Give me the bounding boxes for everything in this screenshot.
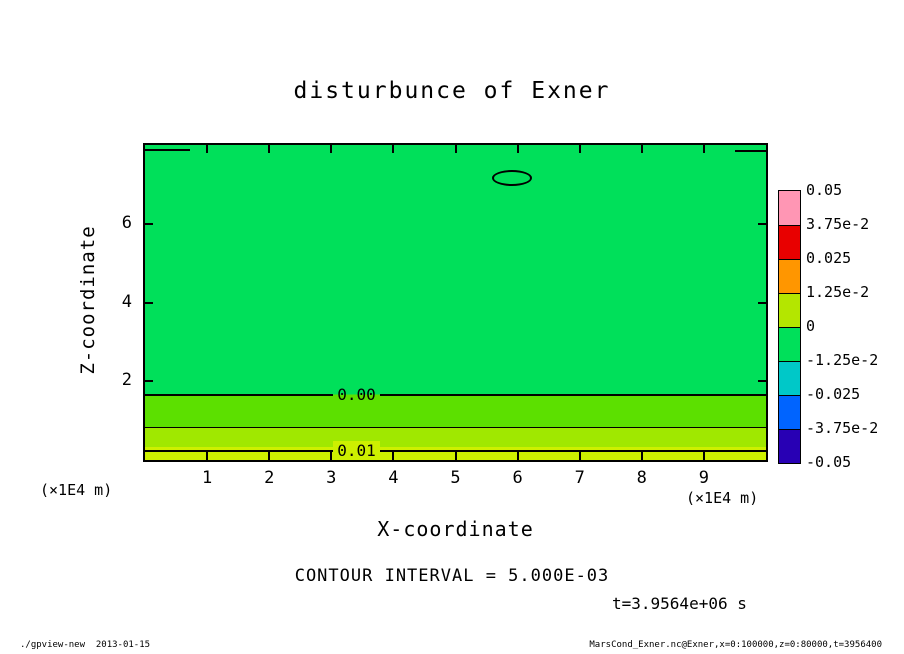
x-tick-label: 7 (574, 468, 585, 488)
x-tick-mark (206, 452, 209, 460)
x-axis-title: X-coordinate (377, 517, 534, 541)
x-tick-label: 3 (326, 468, 337, 488)
plot-field: 0.00 0.01 (145, 145, 766, 460)
contour-line (145, 427, 766, 429)
y-tick-mark (145, 222, 153, 225)
contour-line (145, 450, 766, 453)
contour-line (145, 394, 766, 397)
x-tick-label: 5 (450, 468, 461, 488)
footer-file-text: MarsCond_Exner.nc@Exner,x=0:100000,z=0:8… (589, 640, 882, 650)
colorbar-tick-label: 0 (806, 317, 816, 335)
time-label: t=3.9564e+06 s (612, 594, 747, 613)
x-tick-mark (268, 452, 271, 460)
y-tick-mark (145, 380, 153, 383)
x-tick-label: 9 (698, 468, 710, 488)
x-tick-mark (454, 452, 457, 460)
x-tick-mark (392, 452, 395, 460)
x-tick-mark (206, 145, 209, 153)
colorbar (778, 190, 801, 464)
y-tick-mark (758, 380, 766, 383)
plot-frame: 0.00 0.01 (143, 143, 768, 462)
contour-line-label: 0.00 (333, 385, 380, 405)
x-tick-label: 1 (201, 468, 213, 488)
y-tick-label: 2 (121, 370, 132, 391)
y-axis-title: Z-coordinate (77, 225, 99, 375)
x-tick-mark (268, 145, 271, 153)
x-tick-mark (392, 145, 395, 153)
x-tick-label: 6 (512, 468, 523, 488)
x-tick-mark (454, 145, 457, 153)
colorbar-tick-label: -1.25e-2 (806, 351, 879, 369)
footer-command-text: ./gpview-new 2013-01-15 (20, 640, 151, 650)
x-tick-mark (702, 452, 705, 460)
x-tick-mark (330, 452, 333, 460)
x-axis-unit-label: (×1E4 m) (686, 489, 759, 507)
closed-contour (492, 170, 533, 186)
y-tick-label: 6 (121, 212, 132, 233)
contour-edge-segment (145, 149, 190, 152)
tone-fill-band (145, 395, 766, 428)
y-axis-unit-label: (×1E4 m) (40, 481, 113, 499)
y-tick-mark (758, 222, 766, 225)
x-tick-mark (578, 145, 581, 153)
x-tick-mark (330, 145, 333, 153)
colorbar-tick-label: 0.025 (806, 249, 852, 267)
colorbar-band (779, 361, 800, 395)
contour-edge-segment (734, 149, 766, 152)
colorbar-tick-label: -0.025 (806, 385, 861, 403)
colorbar-band (779, 225, 800, 259)
colorbar-band (779, 191, 800, 225)
x-tick-label: 2 (264, 468, 275, 488)
colorbar-band (779, 395, 800, 429)
colorbar-band (779, 429, 800, 463)
x-tick-mark (516, 145, 519, 153)
tone-fill-band (145, 145, 766, 396)
y-tick-mark (758, 301, 766, 304)
chart-title: disturbunce of Exner (293, 78, 611, 104)
colorbar-tick-label: 1.25e-2 (806, 283, 870, 301)
x-tick-mark (702, 145, 705, 153)
x-tick-mark (578, 452, 581, 460)
x-tick-mark (516, 452, 519, 460)
x-tick-label: 8 (636, 468, 647, 488)
x-tick-mark (640, 145, 643, 153)
colorbar-band (779, 259, 800, 293)
x-tick-mark (640, 452, 643, 460)
y-tick-label: 4 (121, 291, 132, 312)
colorbar-tick-label: 0.05 (806, 181, 843, 199)
colorbar-tick-label: 3.75e-2 (806, 215, 870, 233)
contour-line-label: 0.01 (333, 441, 380, 460)
colorbar-tick-label: -3.75e-2 (806, 419, 879, 437)
contour-interval-label: CONTOUR INTERVAL = 5.000E-03 (294, 566, 610, 586)
tone-fill-band (145, 427, 766, 447)
x-tick-label: 4 (388, 468, 399, 488)
colorbar-tick-label: -0.05 (806, 453, 852, 471)
y-tick-mark (145, 301, 153, 304)
colorbar-band (779, 327, 800, 361)
colorbar-band (779, 293, 800, 327)
